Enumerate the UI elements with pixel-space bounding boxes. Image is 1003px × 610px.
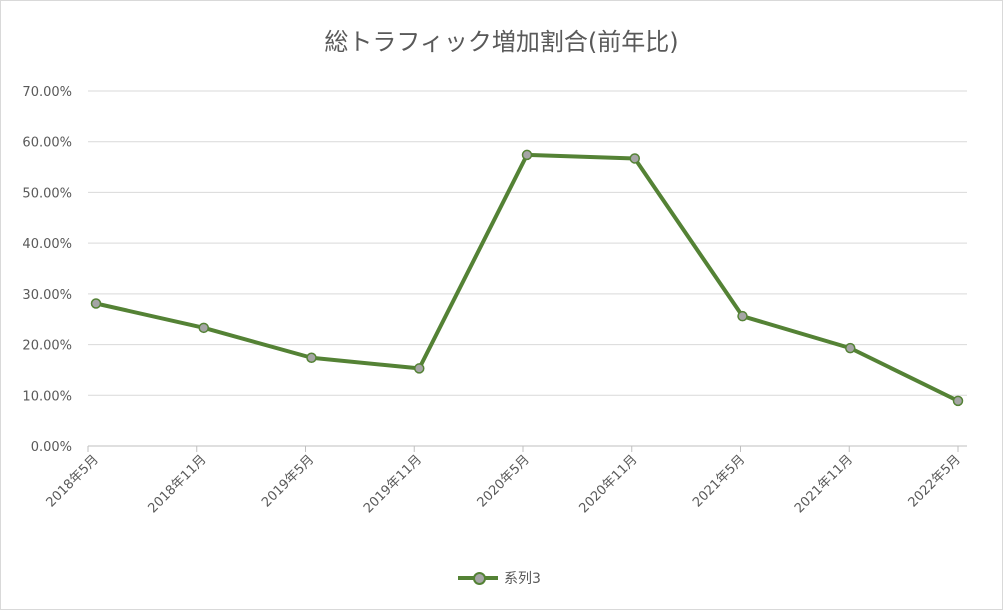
y-tick-label: 50.00% <box>22 186 72 201</box>
data-point <box>629 153 640 164</box>
x-tick-label: 2020年5月 <box>475 452 533 510</box>
y-axis-ticks: 0.00% 10.00% 20.00% 30.00% 40.00% 50.00% 60.00… <box>22 85 72 455</box>
gridlines <box>88 90 967 447</box>
data-point <box>306 352 317 364</box>
x-tick-label: 2018年5月 <box>44 452 102 510</box>
y-tick-label: 40.00% <box>22 237 72 252</box>
x-tick-label: 2019年5月 <box>259 452 317 510</box>
series-group <box>90 149 964 407</box>
y-tick-label: 60.00% <box>22 136 72 151</box>
data-point <box>414 363 425 374</box>
data-point <box>952 395 964 407</box>
x-tick-label: 2022年5月 <box>906 452 964 510</box>
y-tick-label: 20.00% <box>22 339 72 354</box>
x-tick-label: 2020年11月 <box>576 452 640 516</box>
data-point <box>737 310 748 322</box>
y-tick-label: 30.00% <box>22 288 72 303</box>
legend-swatch <box>458 571 498 585</box>
data-point <box>90 298 102 309</box>
legend: 系列3 <box>458 568 541 588</box>
data-point <box>198 322 209 334</box>
legend-label: 系列3 <box>504 571 541 587</box>
y-tick-label: 70.00% <box>22 85 72 100</box>
series-line <box>94 152 960 403</box>
x-tick-label: 2021年5月 <box>690 452 748 510</box>
x-tick-label: 2021年11月 <box>792 452 856 516</box>
chart-title: 総トラフィック増加割合(前年比) <box>324 28 679 56</box>
data-point <box>845 342 856 354</box>
x-axis-ticks: 2018年5月 2018年11月 2019年5月 2019年11月 2020年5月 202… <box>44 446 964 516</box>
x-tick-label: 2019年11月 <box>361 452 425 516</box>
x-tick-label: 2018年11月 <box>145 452 209 516</box>
y-tick-label: 0.00% <box>31 440 72 455</box>
data-point <box>521 149 533 161</box>
y-tick-label: 10.00% <box>22 389 72 404</box>
